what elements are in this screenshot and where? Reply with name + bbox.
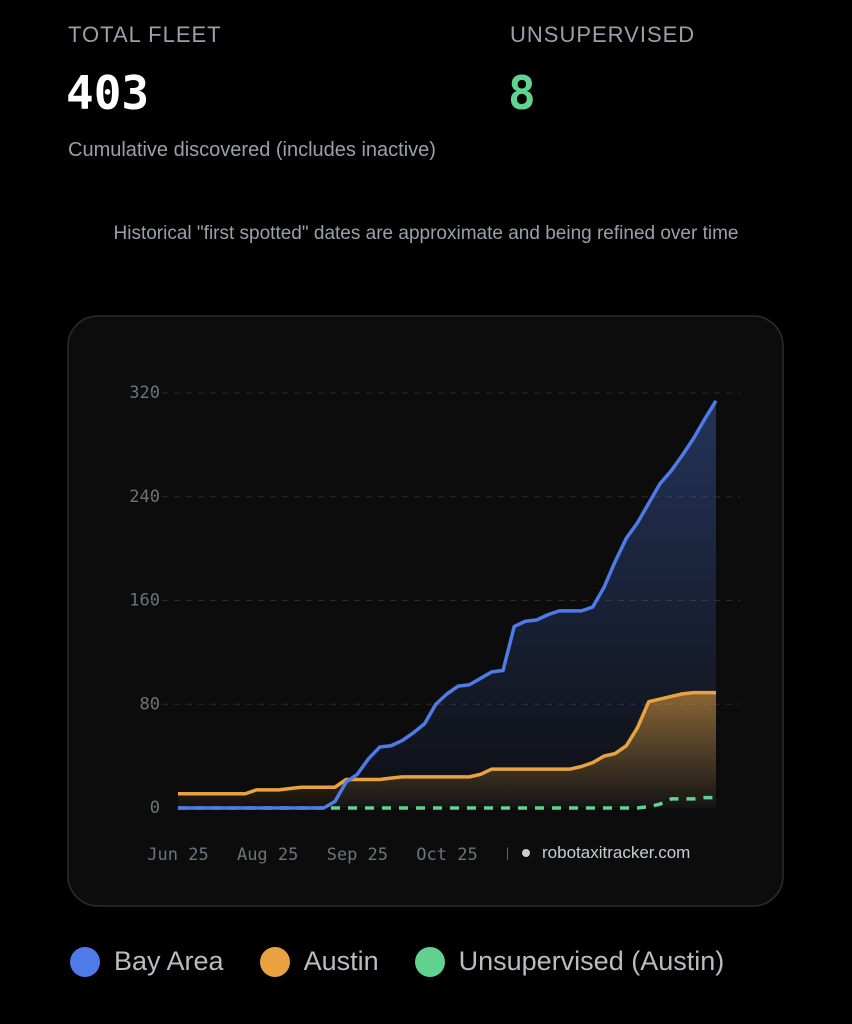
stat-label: UNSUPERVISED [510,22,696,47]
series-line [178,399,718,810]
series-area [178,692,716,808]
series-line [178,690,716,796]
stat-value: 403 [66,66,150,120]
watermark: robotaxitracker.com [508,836,748,870]
x-tick-label: Sep 25 [327,845,388,865]
legend-label: Unsupervised (Austin) [458,946,725,976]
legend-swatch [414,946,445,977]
y-tick-label: 80 [140,694,160,714]
legend-label: Austin [303,946,379,976]
watermark-text: robotaxitracker.com [542,843,691,862]
stat-label: TOTAL FLEET [68,22,222,47]
x-tick-label: Aug 25 [237,845,298,865]
legend-swatch [259,946,290,977]
legend-item[interactable]: Unsupervised (Austin) [414,946,725,977]
legend-label: Bay Area [114,946,224,976]
y-tick-label: 0 [150,798,160,818]
legend-item[interactable]: Bay Area [70,946,224,977]
stat-note: Cumulative discovered (includes inactive… [68,139,436,161]
legend-swatch [70,946,100,977]
x-tick-label: Jun 25 [147,845,208,865]
y-tick-label: 320 [129,383,160,403]
x-tick-label: Oct 25 [416,845,477,865]
series-area [178,400,716,808]
legend-item[interactable]: Austin [259,946,379,977]
stat-value: 8 [508,66,536,120]
disclaimer: Historical "first spotted" dates are app… [113,223,739,244]
legend: Bay Area Austin Unsupervised (Austin) [70,946,724,977]
y-tick-label: 160 [129,591,160,611]
watermark-dot [522,849,530,857]
y-tick-label: 240 [129,487,160,507]
